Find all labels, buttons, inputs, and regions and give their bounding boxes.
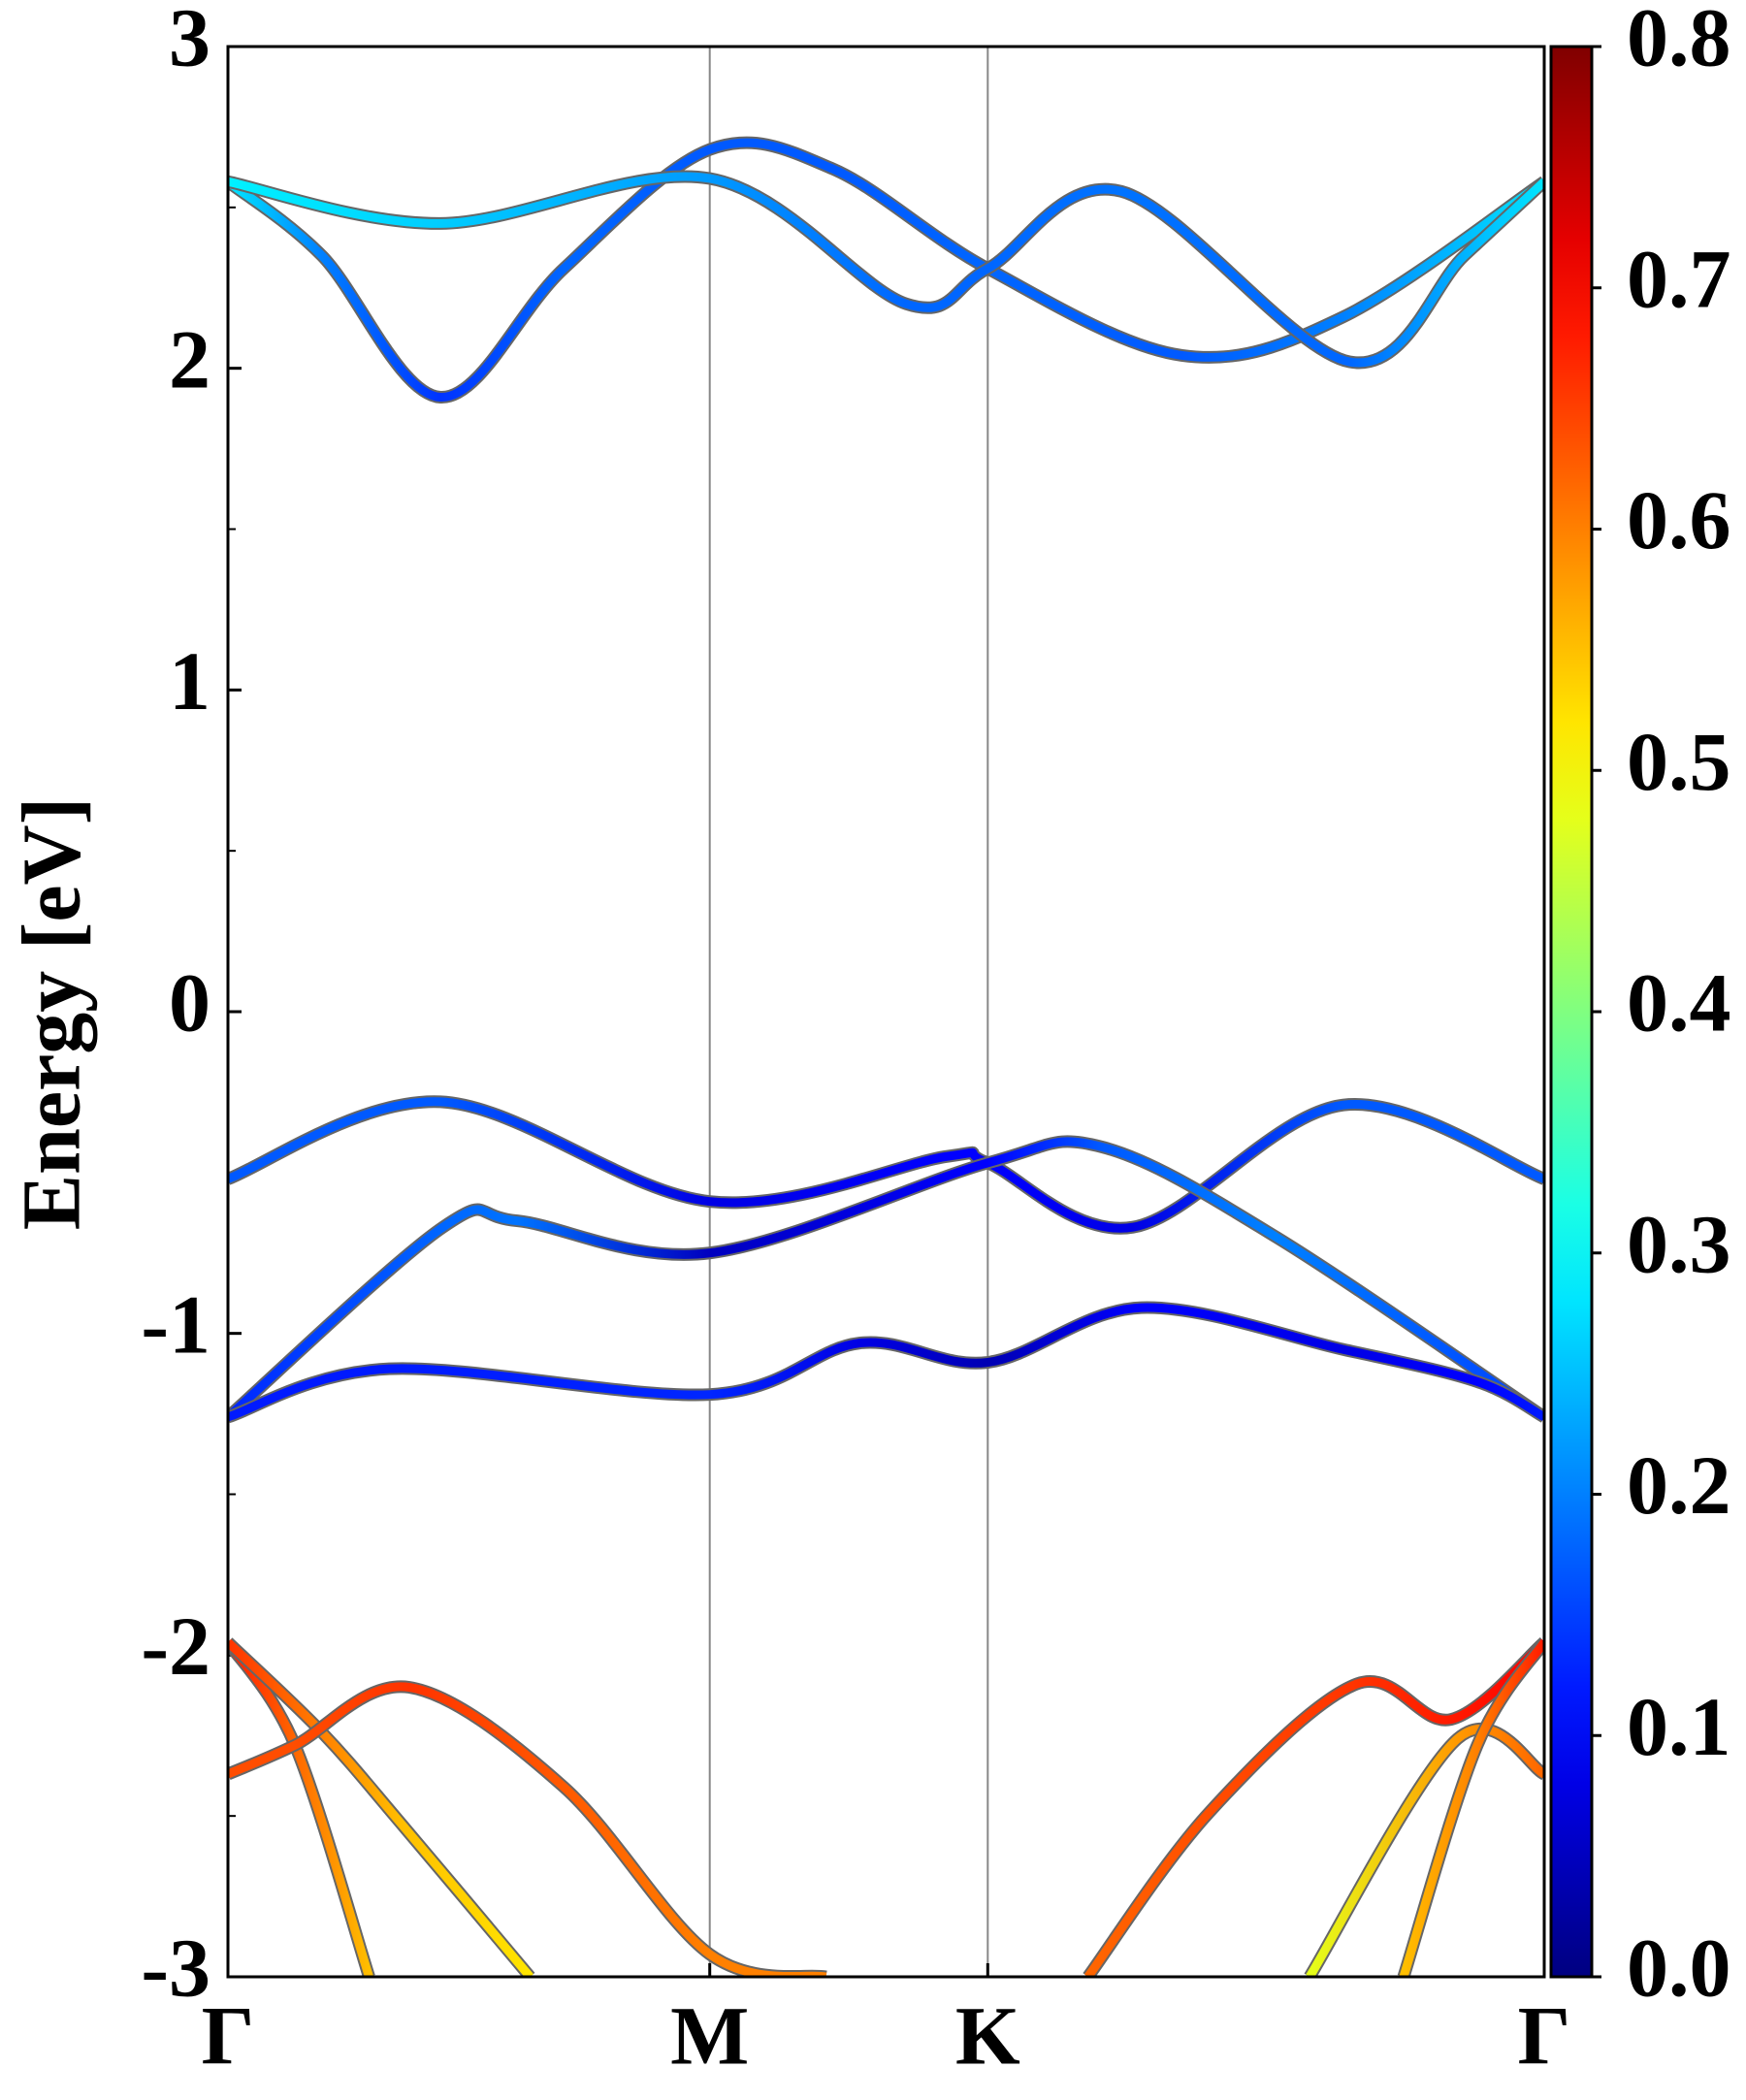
band-outline [1397,1638,1544,1977]
band-outline [228,1638,375,1977]
colorbar-tick-label: 0.3 [1627,1197,1731,1290]
y-axis-label: Energy [eV] [5,797,98,1231]
y-tick-label: -3 [141,1922,210,2015]
band [1399,1639,1544,1977]
x-tick-label: M [670,1989,749,2083]
y-tick-label: 2 [169,312,210,405]
band [228,172,1544,368]
colorbar-tick-label: 0.1 [1627,1680,1731,1773]
colorbar-tick-label: 0.2 [1627,1438,1731,1532]
band [228,1682,827,1977]
x-tick-label: Γ [202,1989,255,2083]
band [228,1303,1544,1422]
band [228,138,1544,403]
colorbar-tick-label: 0.4 [1627,956,1731,1050]
band-outline [1083,1637,1544,1977]
band-outline [228,1301,1544,1424]
plot-frame [226,45,1546,1979]
colorbar-tick-label: 0.7 [1627,232,1731,325]
bands [228,136,1544,1977]
band-outline [1304,1723,1544,1977]
band [228,1638,534,1977]
x-tick-label: K [955,1989,1020,2083]
y-tick-label: 3 [169,0,210,84]
band [228,1137,1544,1421]
colorbar [1549,45,1594,1979]
y-tick-label: 0 [169,956,210,1050]
band-outline [228,1095,1544,1235]
y-tick-label: 1 [169,634,210,727]
colorbar-tick-label: 0.6 [1627,473,1731,566]
colorbar-tick-label: 0.8 [1627,0,1731,84]
x-tick-label: Γ [1518,1989,1571,2083]
y-tick-label: -1 [141,1277,210,1371]
band [1083,1638,1544,1977]
band [1306,1725,1544,1977]
colorbar-tick-label: 0.5 [1627,715,1731,808]
colorbar-tick-label: 0.0 [1627,1922,1731,2015]
band [228,1097,1544,1233]
y-tick-label: -2 [141,1599,210,1693]
